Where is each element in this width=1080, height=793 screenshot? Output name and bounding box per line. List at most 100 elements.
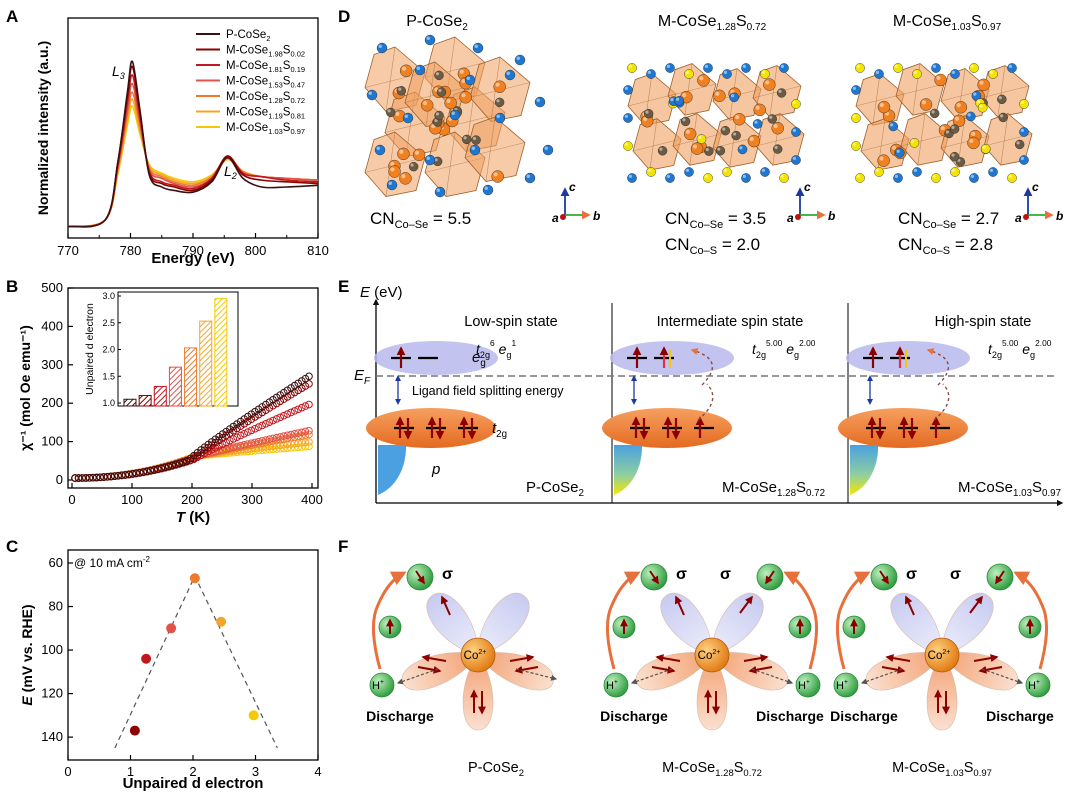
s-atom [874, 167, 884, 177]
susceptibility-point [78, 474, 86, 482]
co-atom-dark [386, 107, 396, 118]
sigma-label: σ [906, 566, 917, 583]
se-atom [851, 85, 861, 95]
co-atom-dark [949, 124, 960, 134]
susceptibility-point [226, 444, 234, 452]
s-atom [646, 167, 656, 177]
susceptibility-point [290, 407, 299, 415]
susceptibility-point [283, 431, 292, 440]
s-atom [791, 99, 801, 109]
se-atom [741, 63, 751, 73]
x-tick-label: 300 [241, 492, 263, 507]
se-atom [414, 64, 426, 76]
susceptibility-point [143, 467, 151, 476]
overpotential-point [141, 653, 152, 664]
discharge-arrow-left [860, 668, 903, 685]
y-tick-label: 200 [41, 395, 63, 410]
spin-arrow [748, 665, 773, 674]
susceptibility-point [294, 405, 303, 414]
inset-y-tick-label: 1.5 [102, 371, 115, 381]
panel-c-xlabel: Unpaired d electron [123, 775, 264, 792]
co-atom-dark [408, 161, 419, 172]
inset-y-tick-label: 1.0 [102, 398, 115, 408]
susceptibility-point [280, 411, 288, 420]
s-atom [969, 63, 979, 73]
susceptibility-point [172, 460, 180, 469]
structure-title-2: M-CoSe1.28S0.72 [658, 13, 767, 33]
cn-co-s-2: CNCo–S = 2.0 [665, 235, 760, 257]
cn-co-s-3: CNCo–S = 2.8 [898, 235, 993, 257]
susceptibility-point [146, 466, 155, 475]
cn-co-se-2: CNCo–Se = 3.5 [665, 209, 766, 231]
x-tick-label: 2 [189, 764, 196, 779]
spin-arrow [743, 654, 769, 663]
h-plus-ball-label: H+ [836, 679, 848, 692]
spin-state-1: Low-spin state t2g6 eg1 P-CoSe2 [366, 314, 584, 499]
excitation-path [926, 348, 950, 386]
inset-bar [199, 320, 213, 407]
coordination-polyhedron [940, 115, 990, 168]
co-atom [877, 100, 891, 114]
inset-bar [214, 298, 228, 407]
susceptibility-point [269, 416, 277, 425]
se-atom [722, 69, 732, 79]
electron-configuration: t2g6 eg1 [476, 338, 516, 360]
se-atom [386, 179, 398, 191]
spin-arrow [881, 665, 906, 674]
co-atom [697, 74, 710, 87]
p-band [378, 445, 407, 495]
susceptibility-point [276, 433, 285, 441]
discharge-label-left: Discharge [600, 708, 668, 724]
h-plus-ball [603, 672, 629, 698]
susceptibility-point [121, 471, 130, 479]
co-ion [694, 637, 730, 673]
x-tick-label: 100 [121, 492, 143, 507]
y-tick-label: 60 [49, 555, 63, 570]
discharge-label-left: Discharge [830, 708, 898, 724]
b-axis-label: b [593, 209, 600, 223]
s-atom [703, 173, 713, 183]
co-atom-dark [776, 88, 787, 98]
s-atom [1019, 99, 1029, 109]
co-atom [421, 99, 434, 112]
susceptibility-point [258, 437, 267, 445]
band-labels: eg t2g p [431, 349, 507, 478]
se-atom [504, 69, 516, 81]
s-atom [909, 138, 920, 148]
a-axis [560, 214, 566, 220]
susceptibility-point [161, 463, 169, 471]
co-atom-dark [434, 110, 444, 121]
se-atom [703, 63, 713, 73]
transfer-arrow-right [1013, 571, 1049, 670]
susceptibility-point [157, 464, 166, 472]
sigma-label-right: σ [950, 566, 961, 583]
susceptibility-point [301, 402, 310, 410]
legend-entry: M-CoSe1.19S0.81 [226, 107, 305, 121]
susceptibility-point [236, 431, 245, 440]
susceptibility-point [283, 440, 292, 449]
x-tick-label: 780 [120, 243, 142, 258]
se-atom [434, 186, 446, 198]
susceptibility-point [114, 471, 122, 480]
se-atom [674, 96, 684, 106]
orbital-scheme-1: Co2+ σ H+ Discharge P-CoSe2 [366, 563, 558, 779]
discharge-label-right: Discharge [756, 708, 824, 724]
spin-arrow [651, 665, 676, 674]
x-tick-label: 4 [314, 764, 321, 779]
structure-m-cose128s072 [623, 63, 805, 183]
a-axis-label: a [787, 211, 794, 225]
spin-arrow [514, 665, 539, 674]
x-tick-label: 400 [301, 492, 323, 507]
se-atom [627, 173, 637, 183]
inset-bar [153, 385, 167, 407]
co-ion-label: Co2+ [464, 649, 487, 662]
a-axis [795, 214, 801, 220]
se-atom [888, 121, 899, 132]
se-atom [665, 173, 675, 183]
sigma-lobe-left [890, 593, 943, 656]
susceptibility-point [74, 474, 83, 482]
co-atom-dark [720, 125, 731, 136]
spin-state-2: Intermediate spin state t2g5.00 eg2.00 M-C… [602, 314, 825, 499]
inset-bar [184, 347, 198, 407]
a-axis-label: a [552, 211, 559, 225]
